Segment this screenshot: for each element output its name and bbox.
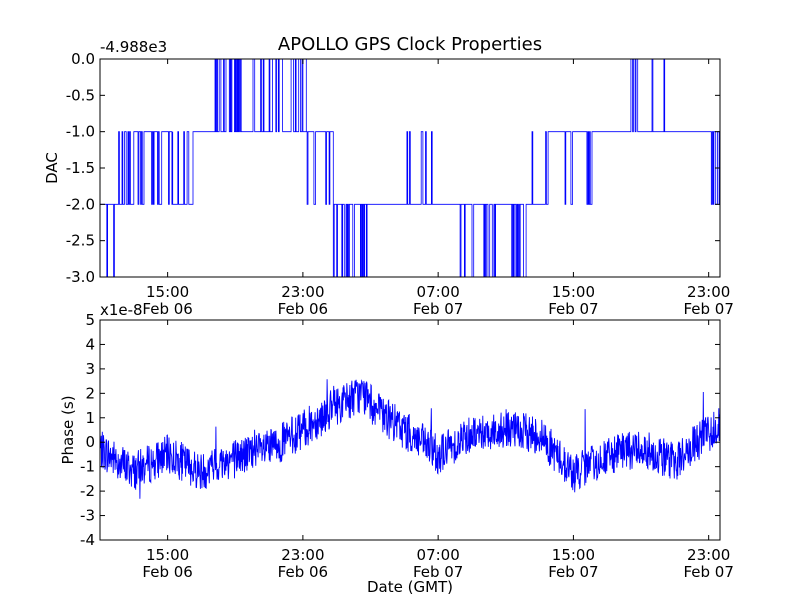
phase-y-ticks: 5 4 3 2 1 0 -1 -2 -3 -4 xyxy=(80,311,720,549)
phase-ytick-label: 5 xyxy=(85,311,95,329)
dac-xtick-date: Feb 06 xyxy=(142,300,192,318)
dac-series-line xyxy=(100,58,720,278)
dac-xtick-date: Feb 07 xyxy=(413,300,463,318)
phase-offset-text: x1e-8 xyxy=(100,301,143,319)
phase-ytick-label: -1 xyxy=(80,458,95,476)
dac-ytick-label: -1.5 xyxy=(66,159,95,177)
phase-axes-frame xyxy=(99,319,721,541)
phase-ytick-label: 0 xyxy=(85,433,95,451)
dac-xtick-time: 07:00 xyxy=(417,283,460,301)
phase-ytick-label: 1 xyxy=(85,409,95,427)
dac-ytick-label: -2.5 xyxy=(66,232,95,250)
phase-xtick-time: 15:00 xyxy=(146,546,189,564)
phase-ytick-label: 3 xyxy=(85,360,95,378)
phase-xtick-date: Feb 07 xyxy=(683,563,733,581)
dac-y-ticks: 0.0 -0.5 -1.0 -1.5 -2.0 -2.5 -3.0 xyxy=(66,50,720,286)
phase-ytick-label: 2 xyxy=(85,384,95,402)
dac-ytick-label: -0.5 xyxy=(66,86,95,104)
phase-ylabel: Phase (s) xyxy=(59,395,77,464)
phase-xtick-time: 15:00 xyxy=(552,546,595,564)
x-axis-label: Date (GMT) xyxy=(367,578,453,596)
phase-xtick-time: 23:00 xyxy=(281,546,324,564)
dac-xtick-time: 15:00 xyxy=(552,283,595,301)
phase-xtick-date: Feb 07 xyxy=(548,563,598,581)
phase-plot-area xyxy=(99,379,721,499)
phase-xtick-time: 23:00 xyxy=(687,546,730,564)
dac-xtick-time: 15:00 xyxy=(146,283,189,301)
dac-panel: -4.988e3 0.0 -0.5 -1.0 -1.5 -2.0 -2.5 -3.0 15:… xyxy=(43,38,734,318)
dac-xtick-date: Feb 06 xyxy=(278,300,328,318)
dac-ytick-label: -2.0 xyxy=(66,195,95,213)
dac-plot-area xyxy=(100,58,720,278)
dac-ytick-label: 0.0 xyxy=(71,50,95,68)
phase-xtick-date: Feb 06 xyxy=(142,563,192,581)
phase-ytick-label: -2 xyxy=(80,482,95,500)
phase-xtick-date: Feb 07 xyxy=(413,563,463,581)
phase-ytick-label: -4 xyxy=(80,531,95,549)
dac-xtick-time: 23:00 xyxy=(281,283,324,301)
dac-ytick-label: -1.0 xyxy=(66,123,95,141)
phase-xtick-time: 07:00 xyxy=(417,546,460,564)
phase-xtick-date: Feb 06 xyxy=(278,563,328,581)
dac-xtick-date: Feb 07 xyxy=(683,300,733,318)
dac-ylabel: DAC xyxy=(43,152,61,184)
chart-title: APOLLO GPS Clock Properties xyxy=(278,34,542,55)
dac-xtick-date: Feb 07 xyxy=(548,300,598,318)
phase-series-line xyxy=(99,379,721,499)
dac-ytick-label: -3.0 xyxy=(66,268,95,286)
phase-ytick-label: 4 xyxy=(85,335,95,353)
dac-xtick-time: 23:00 xyxy=(687,283,730,301)
dac-offset-text: -4.988e3 xyxy=(100,38,167,56)
phase-ytick-label: -3 xyxy=(80,507,95,525)
